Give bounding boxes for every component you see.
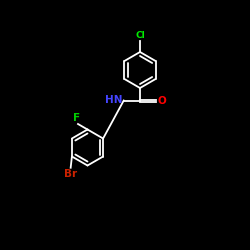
Text: HN: HN	[105, 95, 122, 105]
Text: O: O	[158, 96, 167, 106]
Text: Cl: Cl	[135, 31, 145, 40]
Text: Br: Br	[64, 169, 77, 179]
Text: F: F	[73, 113, 80, 123]
